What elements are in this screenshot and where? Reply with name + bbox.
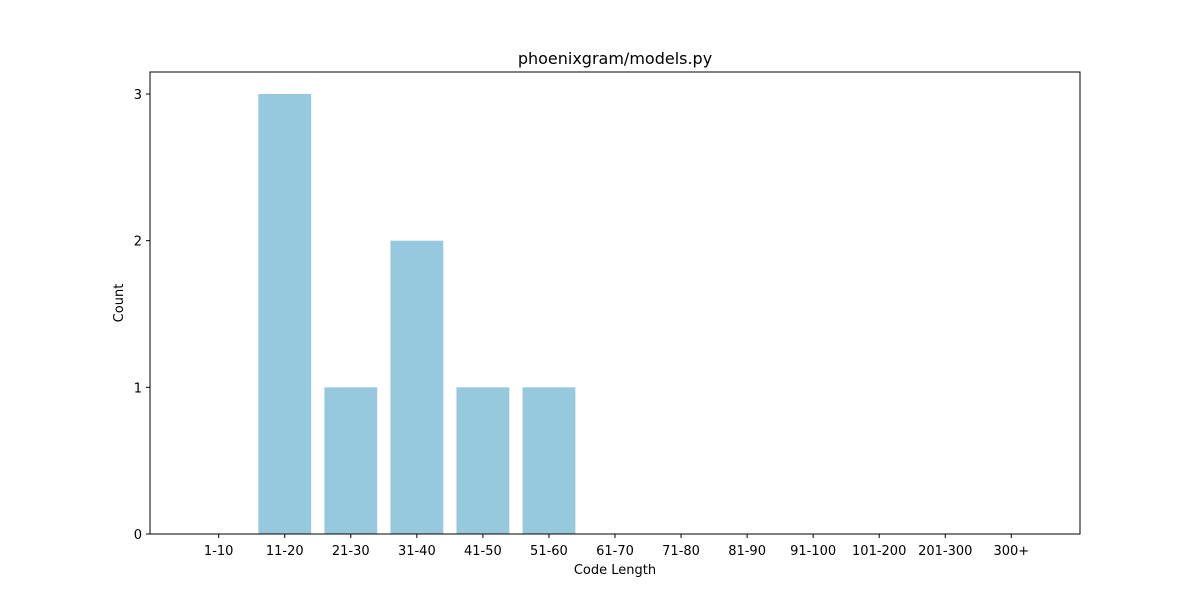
bars-layer [258, 94, 576, 534]
x-tick-label: 31-40 [398, 544, 436, 559]
x-tick-label: 81-90 [728, 544, 766, 559]
x-tick-label: 11-20 [266, 544, 304, 559]
y-tick-label: 0 [134, 528, 142, 543]
chart-title: phoenixgram/models.py [518, 49, 712, 68]
bar-41-50 [456, 387, 510, 534]
y-tick-label: 1 [134, 381, 142, 396]
x-tick-label: 51-60 [530, 544, 568, 559]
y-tick-label: 3 [134, 88, 142, 103]
x-tick-label: 21-30 [332, 544, 370, 559]
x-tick-label: 101-200 [852, 544, 906, 559]
plot-frame [149, 71, 1081, 535]
x-tick-label: 41-50 [464, 544, 502, 559]
bar-51-60 [522, 387, 576, 534]
x-tick-label: 300+ [993, 544, 1029, 559]
bar-11-20 [258, 94, 312, 534]
y-tick-label: 2 [134, 235, 142, 250]
x-axis: 1-10 11-20 21-30 31-40 41-50 51-60 61-70 71-80 8… [204, 534, 1029, 559]
x-tick-label: 91-100 [790, 544, 836, 559]
x-tick-label: 201-300 [918, 544, 972, 559]
x-tick-label: 61-70 [596, 544, 634, 559]
x-tick-label: 71-80 [662, 544, 700, 559]
bar-31-40 [390, 240, 444, 534]
x-tick-label: 1-10 [204, 544, 234, 559]
y-axis: 0 1 2 3 [134, 88, 150, 543]
x-axis-label: Code Length [574, 563, 656, 578]
bar-21-30 [324, 387, 378, 534]
y-axis-label: Count [112, 284, 127, 323]
